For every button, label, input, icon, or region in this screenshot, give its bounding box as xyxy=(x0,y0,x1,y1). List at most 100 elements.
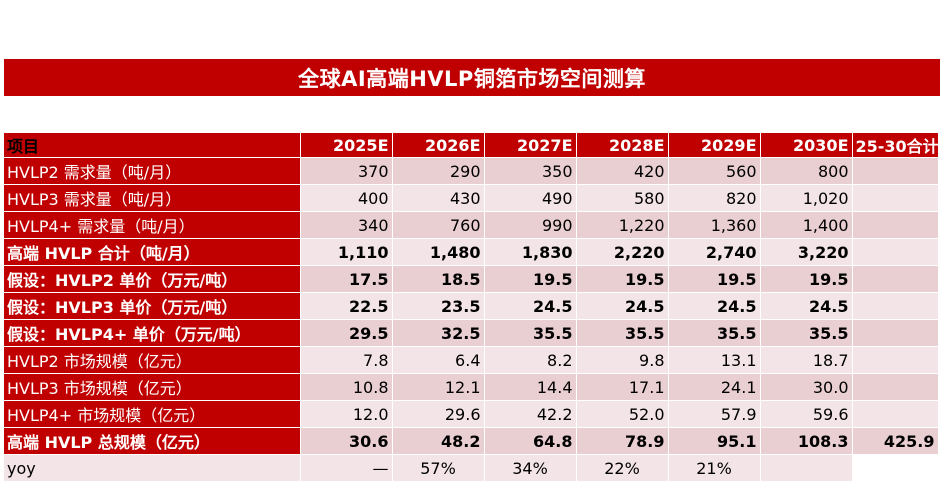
value-cell: 9.8 xyxy=(576,346,669,374)
value-cell: 22.5 xyxy=(300,292,393,320)
value-cell: 19.5 xyxy=(576,265,669,293)
total-cell xyxy=(852,319,939,347)
row-label: HVLP2 需求量（吨/月） xyxy=(4,157,301,185)
value-cell: 32.5 xyxy=(392,319,485,347)
value-cell: 1,830 xyxy=(484,238,577,266)
row-label: HVLP3 市场规模（亿元） xyxy=(4,373,301,401)
row-label: 假设：HVLP2 单价（万元/吨） xyxy=(4,265,301,293)
value-cell: 2,220 xyxy=(576,238,669,266)
total-cell xyxy=(852,373,939,401)
value-cell: 48.2 xyxy=(392,427,485,455)
table-row: HVLP2 市场规模（亿元） 7.8 6.4 8.2 9.8 13.1 18.7 xyxy=(4,346,939,374)
total-cell xyxy=(852,157,939,185)
row-label: HVLP2 市场规模（亿元） xyxy=(4,346,301,374)
header-label: 项目 xyxy=(4,133,301,158)
total-cell xyxy=(852,454,939,482)
total-cell xyxy=(852,346,939,374)
header-year: 2030E xyxy=(760,133,853,158)
header-year: 2029E xyxy=(668,133,761,158)
table-row: 假设：HVLP3 单价（万元/吨） 22.5 23.5 24.5 24.5 24.5 24.… xyxy=(4,292,939,320)
value-cell: 29.5 xyxy=(300,319,393,347)
row-label: HVLP4+ 需求量（吨/月） xyxy=(4,211,301,239)
table-row: 假设：HVLP4+ 单价（万元/吨） 29.5 32.5 35.5 35.5 35.5 35… xyxy=(4,319,939,347)
row-label: HVLP4+ 市场规模（亿元） xyxy=(4,400,301,428)
value-cell: 18.5 xyxy=(392,265,485,293)
row-label: 高端 HVLP 总规模（亿元） xyxy=(4,427,301,455)
value-cell: 19.5 xyxy=(668,265,761,293)
header-year: 2027E xyxy=(484,133,577,158)
value-cell: 59.6 xyxy=(760,400,853,428)
table-row: HVLP2 需求量（吨/月） 370 290 350 420 560 800 xyxy=(4,157,939,185)
value-cell: 1,480 xyxy=(392,238,485,266)
value-cell: 7.8 xyxy=(300,346,393,374)
page-title: 全球AI高端HVLP铜箔市场空间测算 xyxy=(4,59,940,96)
table-row: 假设：HVLP2 单价（万元/吨） 17.5 18.5 19.5 19.5 19.5 19.… xyxy=(4,265,939,293)
total-cell xyxy=(852,265,939,293)
value-cell: 8.2 xyxy=(484,346,577,374)
total-cell xyxy=(852,292,939,320)
value-cell: 24.5 xyxy=(484,292,577,320)
value-cell: 3,220 xyxy=(760,238,853,266)
value-cell: 12.0 xyxy=(300,400,393,428)
value-cell: 35.5 xyxy=(484,319,577,347)
value-cell xyxy=(760,454,853,482)
total-cell xyxy=(852,184,939,212)
table-row: yoy —57% 34% 22% 21% xyxy=(4,454,939,482)
value-cell: 64.8 xyxy=(484,427,577,455)
value-cell: 12.1 xyxy=(392,373,485,401)
value-cell: 400 xyxy=(300,184,393,212)
value-cell: 430 xyxy=(392,184,485,212)
header-year: 2026E xyxy=(392,133,485,158)
value-cell: 1,110 xyxy=(300,238,393,266)
total-cell: 425.9 xyxy=(852,427,939,455)
value-cell: 1,360 xyxy=(668,211,761,239)
value-cell: 350 xyxy=(484,157,577,185)
value-cell: 42.2 xyxy=(484,400,577,428)
value-cell: 760 xyxy=(392,211,485,239)
header-year: 2025E xyxy=(300,133,393,158)
value-cell: 34% xyxy=(484,454,577,482)
value-cell: 340 xyxy=(300,211,393,239)
value-cell: 52.0 xyxy=(576,400,669,428)
value-cell: 57% xyxy=(392,454,485,482)
value-cell: 24.5 xyxy=(668,292,761,320)
value-cell: 35.5 xyxy=(760,319,853,347)
value-cell: 35.5 xyxy=(668,319,761,347)
value-cell: 24.5 xyxy=(760,292,853,320)
value-cell: 78.9 xyxy=(576,427,669,455)
value-cell: — xyxy=(300,454,393,482)
total-cell xyxy=(852,400,939,428)
table-row: HVLP3 市场规模（亿元） 10.8 12.1 14.4 17.1 24.1 30.0 xyxy=(4,373,939,401)
table-row: 高端 HVLP 合计（吨/月） 1,110 1,480 1,830 2,220 2,740… xyxy=(4,238,939,266)
value-cell: 19.5 xyxy=(484,265,577,293)
value-cell: 18.7 xyxy=(760,346,853,374)
value-cell: 6.4 xyxy=(392,346,485,374)
header-year: 2028E xyxy=(576,133,669,158)
value-cell: 108.3 xyxy=(760,427,853,455)
value-cell: 19.5 xyxy=(760,265,853,293)
row-label: HVLP3 需求量（吨/月） xyxy=(4,184,301,212)
total-cell xyxy=(852,211,939,239)
value-cell: 95.1 xyxy=(668,427,761,455)
value-cell: 800 xyxy=(760,157,853,185)
value-cell: 57.9 xyxy=(668,400,761,428)
total-cell xyxy=(852,238,939,266)
header-total: 25-30合计 xyxy=(852,133,939,158)
value-cell: 29.6 xyxy=(392,400,485,428)
value-cell: 24.5 xyxy=(576,292,669,320)
row-label: 假设：HVLP4+ 单价（万元/吨） xyxy=(4,319,301,347)
table-header-row: 项目 2025E 2026E 2027E 2028E 2029E 2030E 2… xyxy=(4,133,939,158)
value-cell: 17.1 xyxy=(576,373,669,401)
value-cell: 23.5 xyxy=(392,292,485,320)
table-row: 高端 HVLP 总规模（亿元） 30.6 48.2 64.8 78.9 95.1 108.3… xyxy=(4,427,939,455)
value-cell: 30.0 xyxy=(760,373,853,401)
value-cell: 35.5 xyxy=(576,319,669,347)
value-cell: 580 xyxy=(576,184,669,212)
value-cell: 490 xyxy=(484,184,577,212)
market-table: 项目 2025E 2026E 2027E 2028E 2029E 2030E 2… xyxy=(4,133,939,482)
row-label: 高端 HVLP 合计（吨/月） xyxy=(4,238,301,266)
value-cell: 2,740 xyxy=(668,238,761,266)
table-row: HVLP4+ 市场规模（亿元） 12.0 29.6 42.2 52.0 57.9 59.6 xyxy=(4,400,939,428)
table-row: HVLP3 需求量（吨/月） 400 430 490 580 820 1,020 xyxy=(4,184,939,212)
value-cell: 420 xyxy=(576,157,669,185)
